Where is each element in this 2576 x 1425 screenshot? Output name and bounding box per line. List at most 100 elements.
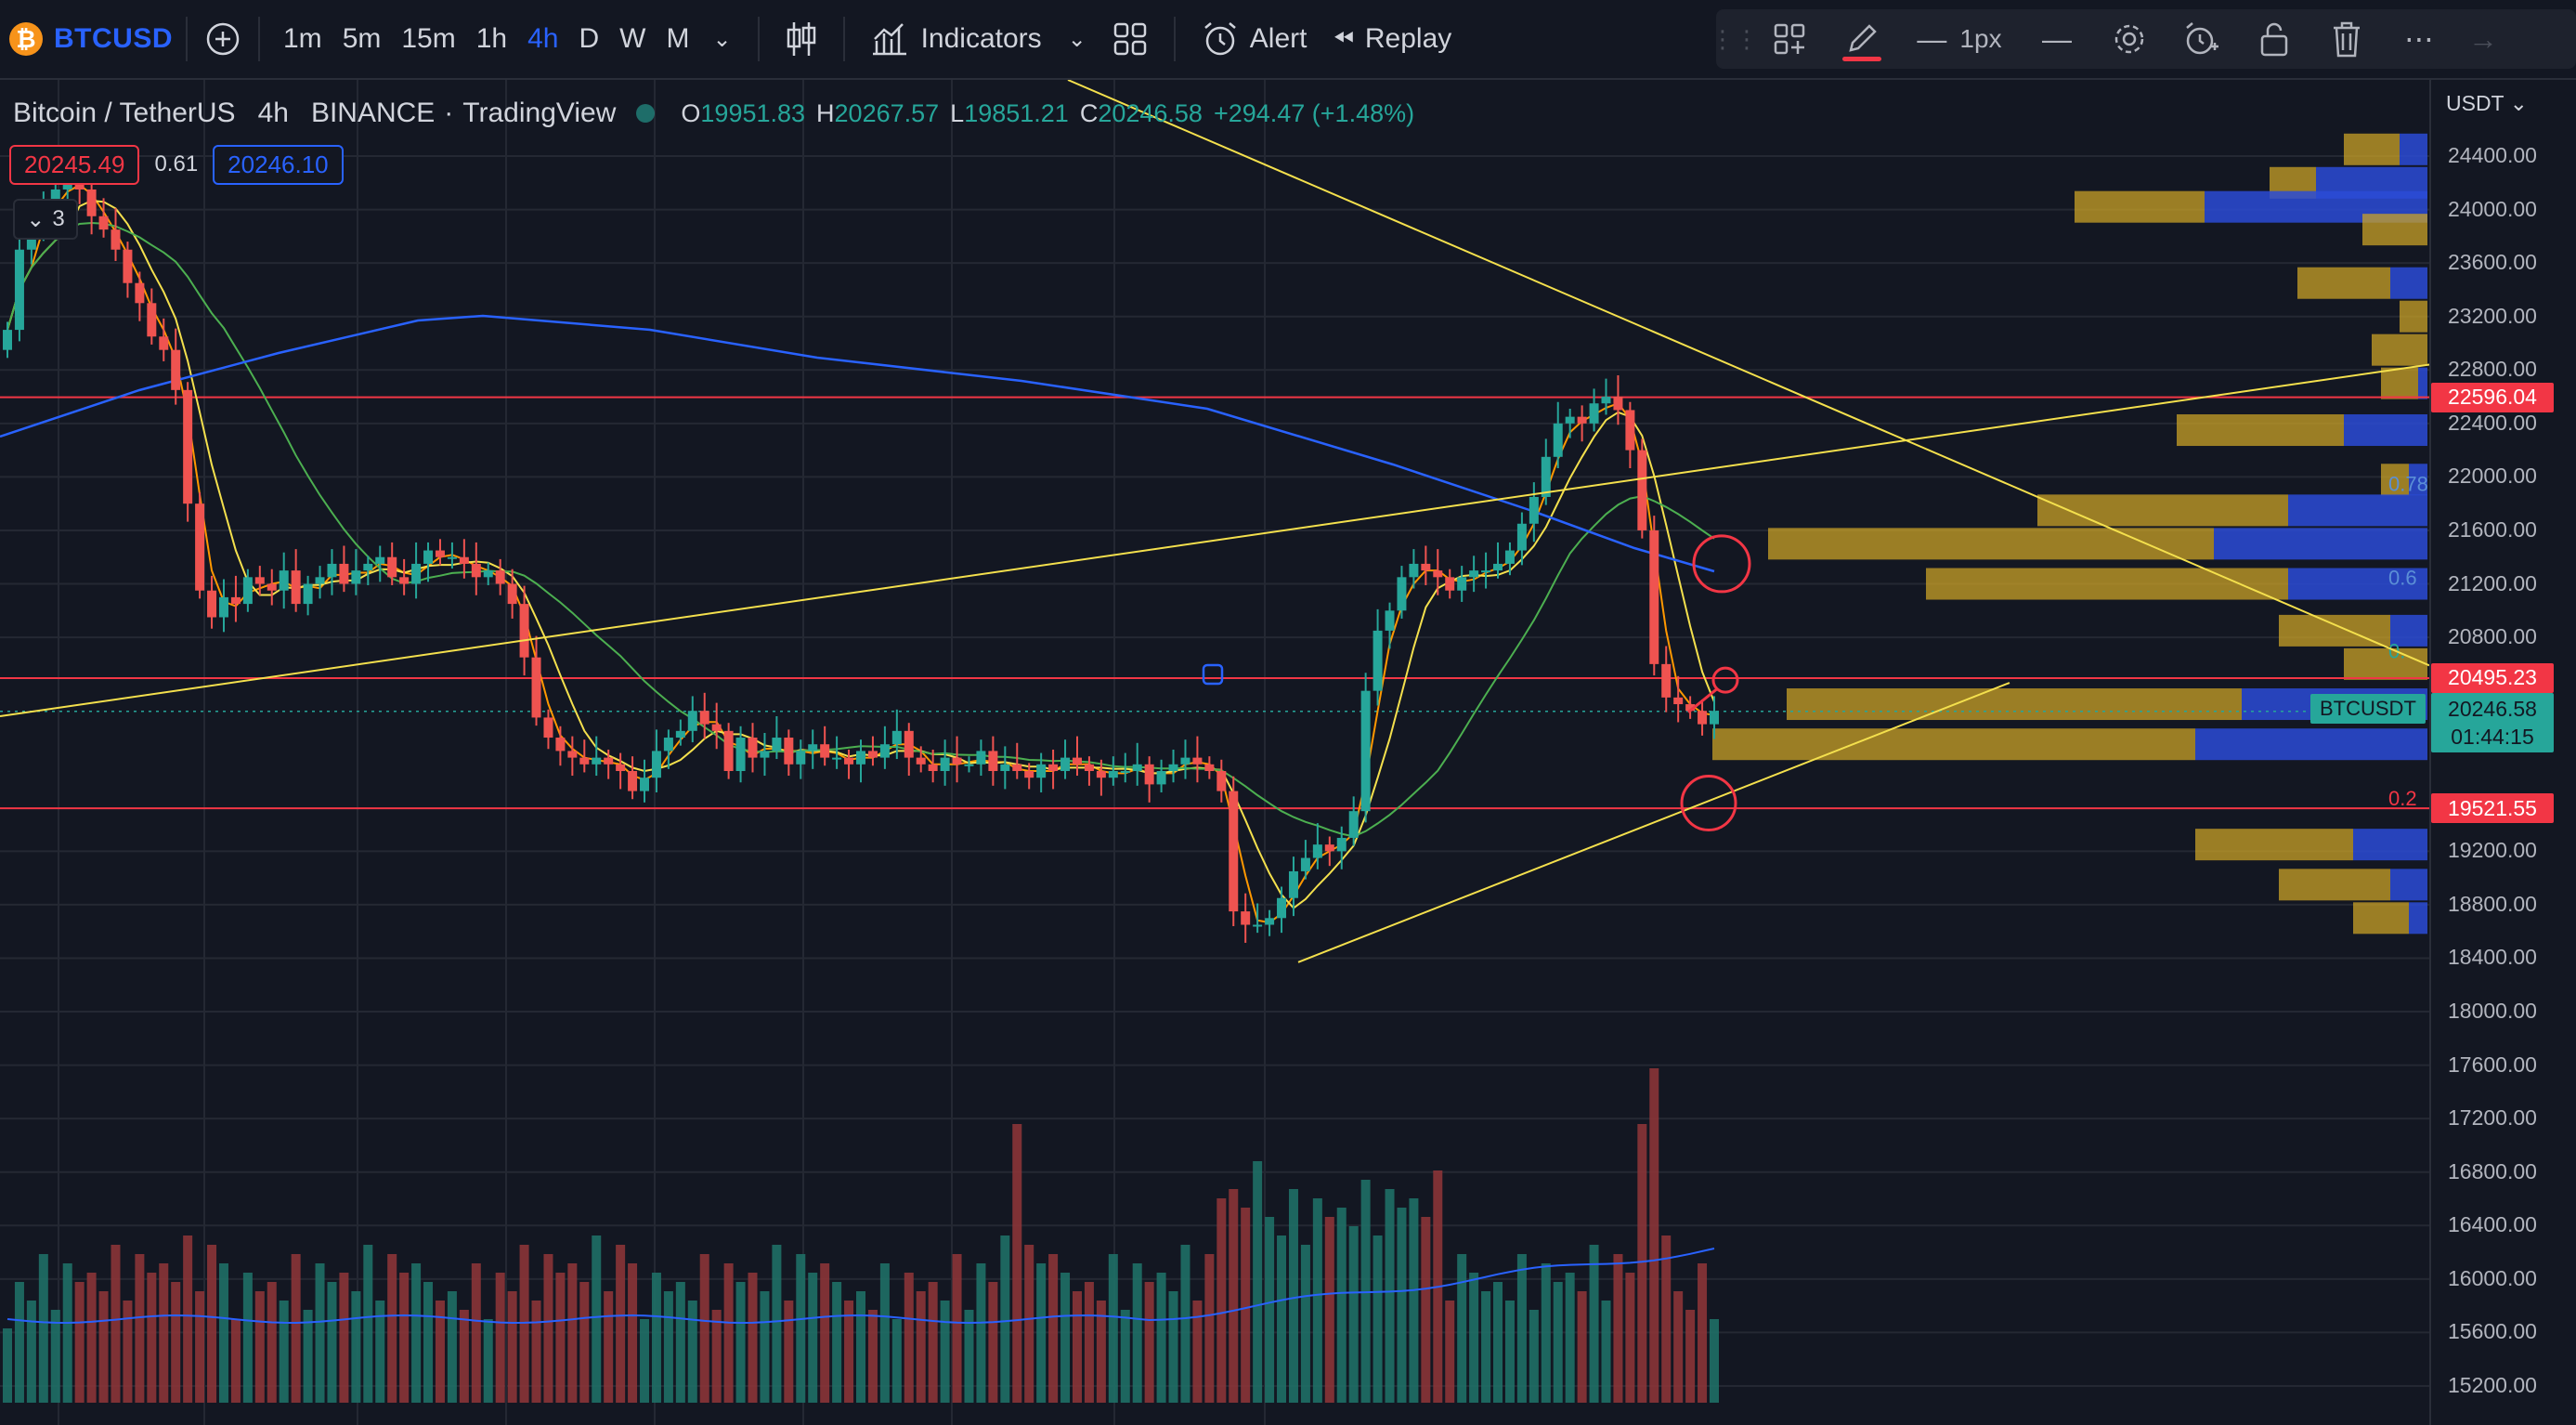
volume-bar	[1553, 1282, 1563, 1403]
volume-bar	[1698, 1263, 1708, 1403]
replay-button[interactable]: ⏪︎ Replay	[1320, 0, 1464, 78]
candle-body	[1229, 791, 1239, 912]
volume-bar	[760, 1291, 770, 1403]
candle-body	[471, 563, 481, 578]
chevron-down-icon: ⌄	[26, 206, 46, 232]
volume-bar	[916, 1291, 926, 1403]
volume-profile-down-bar	[2381, 464, 2409, 496]
candles-type-icon[interactable]	[773, 0, 830, 78]
candle-body	[1168, 764, 1178, 771]
candle-body	[988, 751, 998, 771]
alert-label: Alert	[1249, 23, 1308, 54]
compare-add-icon[interactable]	[201, 0, 245, 78]
volume-bar	[399, 1273, 410, 1403]
indicators-button[interactable]: Indicators	[858, 0, 1055, 78]
volume-bar	[891, 1319, 902, 1403]
price-tick: 15200.00	[2448, 1373, 2537, 1397]
volume-bar	[1288, 1189, 1298, 1403]
volume-bar	[447, 1291, 457, 1403]
arrow-right-icon[interactable]: →	[2468, 21, 2498, 56]
volume-bar	[423, 1282, 434, 1403]
volume-bar	[1469, 1273, 1479, 1403]
candle-body	[1661, 663, 1672, 698]
volume-bar	[1241, 1208, 1251, 1403]
currency-selector[interactable]: USDT ⌄	[2446, 91, 2528, 115]
candle-body	[363, 563, 373, 571]
candle-body	[519, 604, 529, 658]
symbol-search[interactable]: ₿ BTCUSD	[9, 0, 173, 78]
indicators-collapse-button[interactable]: ⌄ 3	[13, 199, 78, 240]
candle-body	[1565, 416, 1575, 424]
pencil-color-icon[interactable]	[1826, 9, 1898, 69]
object-tree-icon[interactable]	[1753, 9, 1826, 69]
candle-body	[592, 757, 602, 765]
timeframe-15m[interactable]: 15m	[401, 23, 456, 54]
price-tick: 19200.00	[2448, 838, 2537, 863]
timeframe-D[interactable]: D	[579, 23, 600, 54]
legend-close: C20246.58	[1079, 98, 1203, 127]
chevron-down-icon[interactable]: ⌄	[712, 26, 732, 52]
alert-button[interactable]: Alert	[1189, 0, 1321, 78]
more-options-icon[interactable]: ⋯	[2404, 22, 2434, 56]
volume-bar	[1108, 1254, 1118, 1403]
price-tick: 24400.00	[2448, 143, 2537, 167]
trendline-falling	[1067, 80, 2430, 667]
toolbar-divider	[842, 17, 845, 61]
candle-body	[279, 570, 289, 591]
candle-body	[399, 577, 410, 584]
volume-bar	[1324, 1217, 1334, 1403]
candle-body	[1360, 690, 1371, 812]
buy-price-button[interactable]: 20246.10	[213, 144, 344, 185]
candle-body	[723, 730, 734, 771]
volume-bar	[1060, 1273, 1071, 1403]
timeframe-W[interactable]: W	[619, 23, 646, 54]
line-style-icon[interactable]: —	[2042, 21, 2072, 56]
line-width-button[interactable]: — 1px	[1898, 9, 2021, 69]
candle-body	[447, 556, 457, 559]
volume-bar	[86, 1273, 97, 1403]
toolbar-divider	[1173, 17, 1176, 61]
gear-icon[interactable]	[2093, 9, 2166, 69]
candle-body	[555, 738, 566, 752]
candle-body	[687, 711, 697, 731]
moving-averages	[0, 184, 1715, 924]
volume-bar	[147, 1273, 157, 1403]
candle-body	[1120, 771, 1130, 773]
layout-grid-icon[interactable]	[1099, 0, 1161, 78]
volume-bar	[1024, 1245, 1034, 1403]
ma-fast-line	[7, 184, 1715, 924]
candle-body	[351, 570, 361, 584]
price-tick: 16000.00	[2448, 1265, 2537, 1290]
price-tick: 23600.00	[2448, 250, 2537, 275]
price-tick: 18000.00	[2448, 999, 2537, 1024]
add-alert-icon[interactable]	[2166, 9, 2238, 69]
volume-bar	[159, 1263, 169, 1403]
chevron-down-icon[interactable]: ⌄	[1067, 26, 1086, 52]
drag-handle-icon[interactable]: ⋮⋮	[1711, 24, 1759, 53]
volume-bar	[411, 1263, 422, 1403]
unlock-icon[interactable]	[2238, 9, 2310, 69]
timeframe-5m[interactable]: 5m	[342, 23, 382, 54]
trash-icon[interactable]	[2310, 9, 2383, 69]
volume-bar	[940, 1301, 950, 1403]
annotation-circle	[1680, 775, 1737, 832]
line-width-label: 1px	[1959, 24, 2002, 53]
volume-bar	[1072, 1291, 1082, 1403]
symbol-label[interactable]: BTCUSD	[54, 23, 173, 54]
timeframe-1m[interactable]: 1m	[283, 23, 322, 54]
volume-bar	[1613, 1254, 1623, 1403]
annotation-stroke	[1687, 686, 1719, 713]
candle-body	[1457, 577, 1467, 591]
volume-profile-up-bar	[2418, 367, 2427, 399]
volume-bar	[1649, 1068, 1659, 1403]
sell-price-button[interactable]: 20245.49	[9, 144, 140, 185]
price-chart[interactable]: 0.780.60.0.2	[0, 80, 2576, 1425]
timeframe-M[interactable]: M	[666, 23, 690, 54]
volume-bar	[1360, 1180, 1371, 1403]
price-scale[interactable]	[2429, 80, 2576, 1425]
timeframe-4h[interactable]: 4h	[527, 23, 559, 54]
timeframe-1h[interactable]: 1h	[475, 23, 508, 54]
market-status-dot[interactable]	[636, 104, 656, 123]
candle-body	[1336, 837, 1347, 852]
candle-body	[218, 596, 228, 618]
